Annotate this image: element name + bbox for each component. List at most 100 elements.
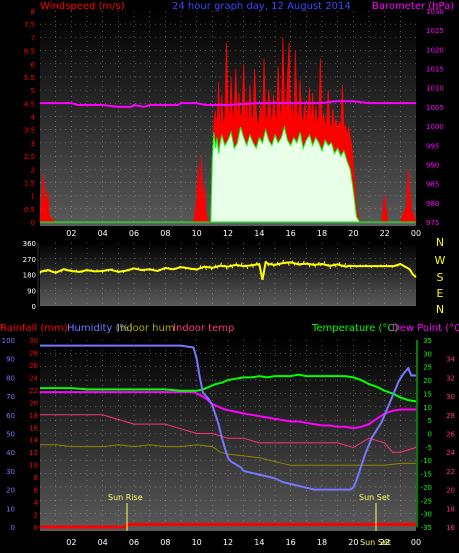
windspeed-tick-label: 1.5 [24,179,35,187]
temperature-tick-label: 20 [423,377,432,385]
indoor-temp-line [40,414,417,453]
direction-jitter [214,264,217,268]
barometer-tick-label: 1000 [426,123,444,131]
temperature-tick-label: -30 [421,511,432,519]
hour-tick-label: 08 [160,538,170,547]
dew-point-axis-title: Dew Point (°C) [392,323,459,334]
direction-jitter [327,263,329,266]
direction-jitter [272,264,275,268]
barometer-tick-label: 1005 [426,104,444,112]
direction-jitter [195,269,198,271]
rain-tick-label: 16 [29,424,38,432]
direction-jitter [45,270,47,273]
direction-jitter [188,266,190,269]
hour-tick-label: 00 [411,229,421,238]
barometer-line [40,100,416,108]
direction-jitter [207,266,209,269]
gust-area [40,125,416,223]
direction-jitter [118,271,121,273]
rain-tick-label: 6 [34,487,39,495]
direction-jitter [314,264,316,268]
rainfall-line [40,523,416,529]
direction-jitter [240,262,243,266]
hour-tick-label: 06 [129,538,139,547]
humidity-tick-label: 70 [6,393,15,401]
barometer-tick-label: 975 [426,219,439,227]
rain-tick-label: 24 [29,374,38,382]
hour-tick-label: 16 [286,538,296,547]
temperature-tick-label: 0 [428,431,432,439]
direction-jitter [312,262,314,265]
direction-jitter [71,270,74,273]
wind-panel-axes: 87.576.565.554.543.532.521.510.501030102… [24,8,444,238]
direction-jitter [319,263,322,267]
direction-jitter [127,269,130,272]
direction-jitter [332,263,335,266]
direction-jitter [210,267,213,271]
temperature-panel-axes: 3028262422201816141210864201009080706050… [2,337,456,547]
barometer-tick-label: 1015 [426,66,444,74]
hour-tick-label: 00 [411,538,421,547]
rain-tick-label: 18 [29,412,38,420]
hour-tick-label: 16 [286,229,296,238]
direction-jitter [160,269,162,271]
hour-tick-label: 10 [192,538,202,547]
direction-jitter [92,270,94,273]
direction-jitter [276,261,279,265]
direction-jitter [193,267,196,270]
direction-jitter [283,262,286,265]
direction-jitter [105,269,108,271]
windspeed-tick-label: 8 [31,8,35,16]
direction-jitter [39,271,42,274]
direction-jitter [301,263,303,265]
direction-jitter [65,269,68,272]
indoor-temp-tick-label: 26 [446,431,455,439]
direction-tick-label: 270 [23,256,36,264]
direction-jitter [285,261,288,264]
direction-jitter [184,267,187,270]
direction-jitter [351,265,354,268]
direction-jitter [75,269,78,272]
temperature-tick-label: 30 [423,350,432,358]
humidity-tick-label: 90 [6,356,15,364]
indoor-temp-title: Indoor temp [173,323,234,334]
direction-jitter [77,271,79,273]
direction-jitter [229,264,232,267]
rain-tick-label: 30 [29,337,38,345]
compass-label: W [435,254,446,267]
direction-jitter [173,267,175,270]
humidity-tick-label: 50 [6,431,15,439]
direction-jitter [208,265,211,268]
direction-jitter [370,265,373,269]
hour-tick-label: 02 [66,229,76,238]
barometer-tick-label: 990 [426,161,439,169]
compass-label: S [437,271,444,284]
temperature-humidity-series [40,344,417,529]
barometer-tick-label: 1030 [426,8,444,16]
rain-tick-label: 12 [29,449,38,457]
hour-tick-label: 12 [223,229,233,238]
temperature-tick-label: 15 [423,390,432,398]
rain-tick-label: 8 [34,474,38,482]
sun-set-label-bottom: Sun Set [360,538,391,547]
direction-jitter [239,264,241,266]
direction-jitter [323,261,326,265]
direction-jitter [180,266,183,269]
barometer-tick-label: 995 [426,142,439,150]
direction-jitter [394,264,397,267]
direction-jitter [389,264,391,267]
humidity-tick-label: 30 [6,468,15,476]
direction-jitter [265,260,267,263]
windspeed-tick-label: 5.5 [24,74,35,82]
direction-jitter [137,267,140,270]
direction-jitter [126,269,128,271]
direction-jitter [48,268,51,271]
direction-jitter [248,265,250,267]
direction-jitter [308,263,311,268]
direction-jitter [263,272,266,275]
direction-jitter [366,265,369,268]
hour-tick-label: 02 [66,538,76,547]
temperature-tick-label: 35 [423,337,432,345]
